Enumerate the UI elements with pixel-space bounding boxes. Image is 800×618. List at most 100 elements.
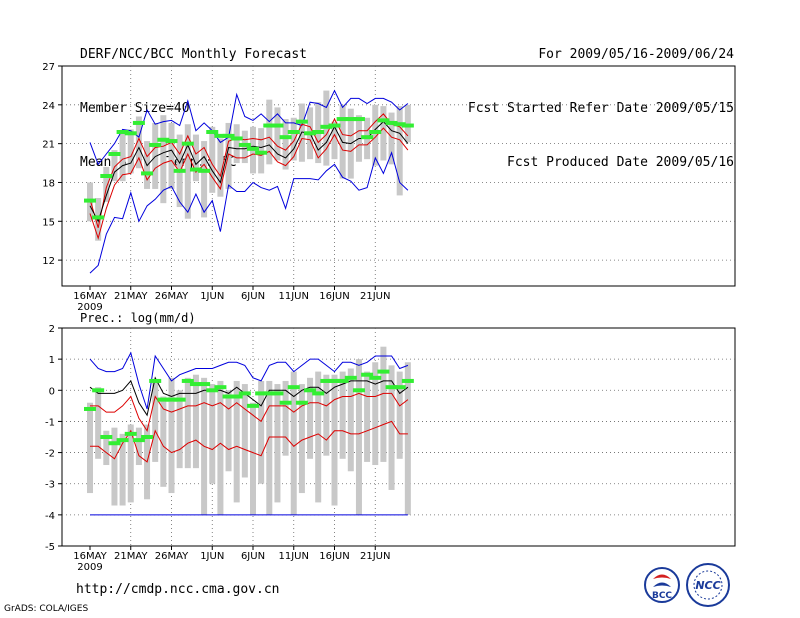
green-marker	[157, 137, 170, 142]
spread-bar	[241, 384, 248, 478]
y-tick-label: 15	[42, 217, 55, 228]
green-marker	[361, 135, 374, 140]
y-tick-label: 1	[49, 355, 55, 366]
header-period: For 2009/05/16-2009/06/24	[538, 47, 734, 62]
x-tick-label: 6JUN	[241, 551, 265, 562]
y-tick-label: -1	[45, 417, 55, 428]
spread-bar	[298, 384, 305, 494]
green-marker	[222, 133, 235, 138]
panel-frame	[61, 65, 736, 287]
green-marker	[198, 168, 211, 173]
spread-bar	[209, 384, 216, 484]
x-year-label: 2009	[77, 302, 102, 313]
x-tick-label: 11JUN	[279, 291, 309, 302]
green-marker	[352, 388, 365, 393]
spread-bar	[209, 126, 216, 193]
spread-bar	[176, 390, 183, 469]
spread-bar	[184, 124, 191, 219]
bcc-logo-swirl-red	[653, 574, 671, 579]
spread-bar	[135, 116, 142, 169]
y-tick-label: -4	[45, 511, 55, 522]
y-tick-label: -5	[45, 542, 55, 553]
panel-frame	[61, 327, 736, 547]
spread-bar	[168, 122, 175, 189]
green-marker	[312, 130, 325, 134]
green-marker	[198, 382, 211, 387]
green-marker	[141, 171, 154, 176]
green-marker	[279, 400, 292, 405]
spread-bar	[339, 371, 346, 459]
spread-bar	[119, 130, 126, 182]
green-marker	[100, 174, 113, 178]
spread-bar	[127, 424, 134, 503]
green-marker	[214, 385, 227, 390]
green-marker	[165, 397, 178, 402]
spread-bar	[184, 377, 191, 469]
spread-bar	[274, 384, 281, 503]
header-produced-date: Fcst Produced Date 2009/05/16	[507, 155, 734, 170]
spread-bar	[258, 380, 265, 484]
green-marker	[369, 130, 382, 134]
green-marker	[377, 118, 390, 123]
ncc-logo-inner-ring	[693, 570, 723, 600]
min-line	[89, 151, 409, 274]
spread-bar	[290, 117, 297, 161]
spread-bar	[372, 104, 379, 166]
spread-bar	[388, 112, 395, 165]
spread-bar	[266, 99, 273, 165]
x-tick-label: 16MAY	[73, 551, 107, 562]
green-marker	[247, 146, 259, 151]
y-tick-label: 18	[42, 178, 55, 189]
bcc-logo-text: BCC	[652, 591, 672, 601]
spread-bar	[201, 141, 208, 218]
x-tick-label: 1JUN	[200, 291, 224, 302]
spread-bar	[396, 106, 403, 196]
green-marker	[181, 141, 194, 146]
x-tick-label: 21JUN	[360, 551, 390, 562]
spread-bar	[380, 106, 387, 161]
bcc-logo-swirl-blue	[653, 582, 671, 587]
green-marker	[149, 142, 162, 147]
green-marker	[377, 369, 390, 374]
green-marker	[132, 120, 145, 125]
y-tick-label: 0	[49, 386, 55, 397]
green-marker	[263, 391, 276, 396]
green-marker	[328, 123, 341, 128]
footer-url[interactable]: http://cmdp.ncc.cma.gov.cn	[76, 582, 280, 597]
green-marker	[230, 136, 243, 141]
spread-bar	[290, 371, 297, 515]
y-tick-label: 12	[42, 256, 55, 267]
x-year-label: 2009	[77, 562, 102, 573]
spread-bar	[315, 371, 322, 503]
green-marker	[230, 394, 243, 399]
green-marker	[173, 168, 186, 173]
green-marker	[206, 130, 219, 134]
spread-bar	[372, 362, 379, 466]
green-marker	[189, 167, 202, 172]
upper-line	[90, 392, 409, 433]
spread-bar	[152, 380, 159, 462]
y-tick-label: 27	[42, 62, 55, 73]
x-tick-label: 1JUN	[200, 551, 224, 562]
spread-bar	[217, 138, 224, 197]
green-marker	[336, 378, 349, 383]
y-tick-label: 21	[42, 140, 55, 151]
x-tick-label: 16JUN	[319, 291, 349, 302]
spread-bar	[388, 365, 395, 490]
spread-bar	[250, 402, 256, 515]
spread-bar	[95, 387, 102, 459]
green-marker	[132, 438, 145, 443]
spread-bar	[119, 433, 126, 506]
x-tick-label: 21MAY	[114, 551, 148, 562]
x-tick-label: 26MAY	[155, 551, 189, 562]
spread-bar	[282, 380, 289, 456]
mean-line	[89, 376, 409, 417]
green-marker	[361, 372, 374, 377]
spread-bar	[225, 390, 232, 472]
green-marker	[157, 397, 170, 402]
green-marker	[344, 375, 357, 380]
green-marker	[255, 391, 268, 396]
green-marker	[100, 435, 113, 439]
green-marker	[214, 133, 227, 138]
green-marker	[295, 119, 308, 124]
